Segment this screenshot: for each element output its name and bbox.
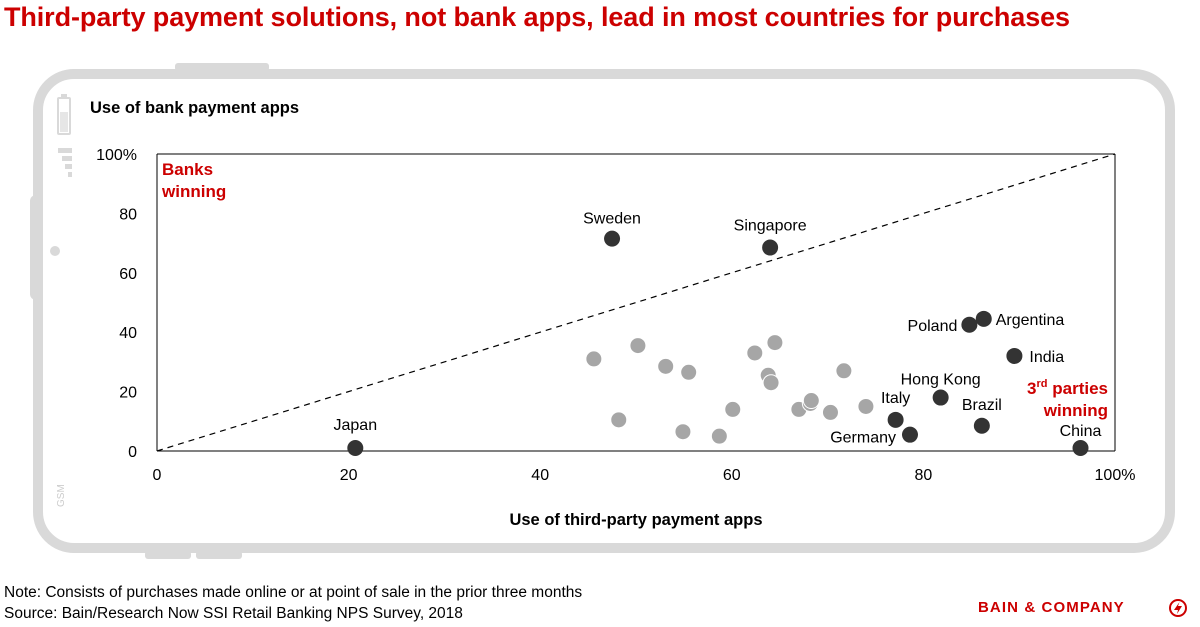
country-point [585,350,603,368]
country-point-singapore [762,239,779,256]
country-label: Germany [830,430,896,447]
country-point [629,337,647,355]
y-tick-label: 40 [119,325,137,342]
source-line: Source: Bain/Research Now SSI Retail Ban… [4,605,463,622]
country-point [857,397,875,415]
country-point [674,423,692,441]
country-point-italy [887,411,904,428]
country-point [821,403,839,421]
country-point-germany [901,426,918,443]
x-tick-label: 0 [153,467,162,484]
y-tick-label: 80 [119,206,137,223]
country-point [724,400,742,418]
country-point-poland [961,316,978,333]
banks-winning-line1: Banks [162,160,213,179]
third-parties-number: 3 [1027,379,1036,398]
y-tick-label: 60 [119,266,137,283]
country-point [680,363,698,381]
brand-logo-icon [1169,599,1187,617]
unlabeled-country-points [585,334,875,445]
country-label: Italy [881,390,910,407]
parity-diagonal [156,153,1116,452]
x-tick-label: 40 [531,467,549,484]
third-parties-winning-line2: winning [1043,401,1108,420]
x-axis-label: Use of third-party payment apps [509,511,762,529]
chart-title: Third-party payment solutions, not bank … [4,2,1070,32]
country-point [746,344,764,362]
third-parties-superscript: rd [1037,378,1048,390]
x-tick-label: 20 [340,467,358,484]
country-point [762,374,780,392]
country-label: Singapore [734,218,807,235]
y-tick-label: 100% [96,147,137,164]
plot-area [156,153,1116,452]
country-label: Hong Kong [901,372,981,389]
country-point [710,427,728,445]
country-label: Poland [908,318,958,335]
country-point-india [1006,347,1023,364]
footnote: Note: Consists of purchases made online … [4,584,583,601]
x-tick-label: 80 [915,467,933,484]
third-parties-winning-line1: 3rd parties [1027,378,1108,398]
x-tick-labels: 0 20 40 60 80 100% [153,467,1136,484]
phone-label: GSM [56,484,67,507]
x-tick-label: 60 [723,467,741,484]
y-axis-label: Use of bank payment apps [90,99,299,117]
banks-winning-line2: winning [161,182,226,201]
country-label: China [1060,423,1102,440]
country-label: Brazil [962,397,1002,414]
third-parties-rest: parties [1048,379,1108,398]
x-tick-label: 100% [1095,467,1136,484]
country-point [766,334,784,352]
country-point [610,411,628,429]
country-point [802,392,820,410]
country-point-brazil [973,417,990,434]
labeled-country-points: Japan Sweden Singapore Poland Argentina India… [334,211,1102,457]
y-tick-label: 20 [119,385,137,402]
country-label: Japan [334,417,378,434]
country-point-sweden [604,230,621,247]
country-point-japan [347,440,364,457]
y-tick-label: 0 [128,444,137,461]
country-label: India [1029,349,1064,366]
country-point [657,357,675,375]
brand-wordmark: BAIN & COMPANY [978,599,1125,616]
phone-frame: GSM [30,63,1175,559]
country-label: Sweden [583,211,641,228]
country-point-hong-kong [932,389,949,406]
y-tick-labels: 0 20 40 60 80 100% [96,147,137,461]
country-point-china [1072,440,1089,457]
country-point [835,362,853,380]
country-point-argentina [975,310,992,327]
country-label: Argentina [996,312,1065,329]
